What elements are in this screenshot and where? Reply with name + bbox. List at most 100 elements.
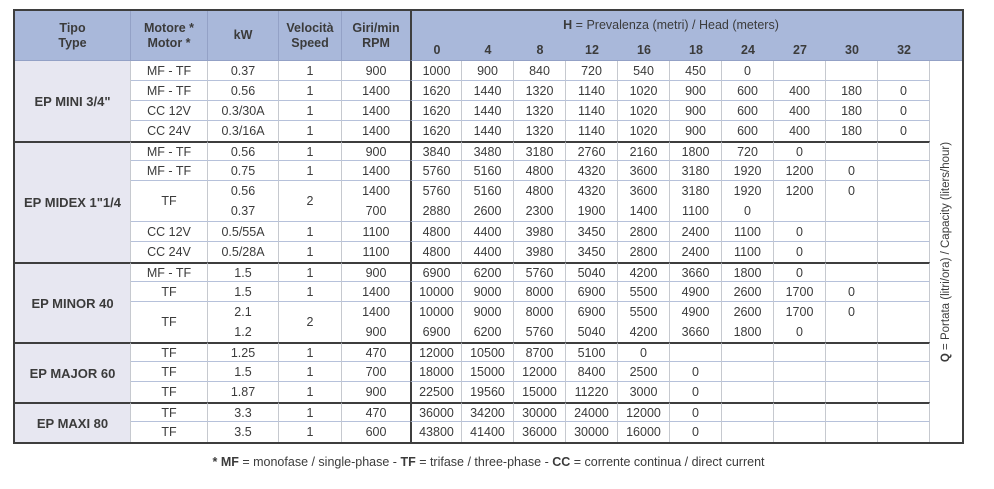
capacity-cell: 1100 [722, 242, 774, 262]
value-line: 4800 [525, 184, 554, 198]
rpm-cell: 900 [342, 141, 410, 161]
capacity-cell [670, 342, 722, 362]
head-value-8: 8 [514, 39, 566, 61]
capacity-cell [878, 342, 931, 362]
motor-cell: TF [131, 362, 208, 382]
capacity-cell: 0 [774, 222, 826, 242]
motor-cell: TF [131, 402, 208, 422]
capacity-cell: 540 [618, 61, 670, 81]
value-line: 1400 [629, 204, 658, 218]
capacity-cell: 5500 [618, 282, 670, 302]
value-line: 1800 [733, 325, 762, 339]
capacity-cell [878, 242, 931, 262]
capacity-cell: 10500 [462, 342, 514, 362]
capacity-cell: 1020 [618, 121, 670, 141]
head-value-32: 32 [878, 39, 931, 61]
capacity-cell: 2800 [618, 222, 670, 242]
kw-cell: 0.3/16A [208, 121, 279, 141]
bold-text: CC [552, 455, 571, 469]
value-line: 0 [848, 305, 855, 319]
header-col-giri: Giri/min RPM [342, 11, 410, 61]
rpm-cell: 900 [365, 385, 387, 399]
value-line: 2300 [525, 204, 554, 218]
capacity-cell: 900 [670, 121, 722, 141]
capacity-cell: 1020 [618, 101, 670, 121]
kw-cell: 0.56 [208, 141, 279, 161]
motor-cell: MF - TF [131, 81, 208, 101]
speed-cell: 1 [279, 222, 342, 242]
capacity-cell: 3980 [514, 242, 566, 262]
capacity-cell [878, 402, 931, 422]
side-label-cell: Q = Portata (litri/ora) / Capacity (lite… [930, 61, 963, 442]
section-label: EP MINOR 40 [15, 262, 131, 342]
capacity-cell: 400 [774, 121, 826, 141]
capacity-cell [826, 262, 878, 282]
value-line: 1920 [733, 184, 762, 198]
capacity-cell [878, 262, 931, 282]
capacity-cell [878, 302, 931, 342]
capacity-cell [826, 362, 878, 382]
header-col-motore: Motore * Motor * [131, 11, 208, 61]
value-line [826, 201, 877, 221]
capacity-cell [722, 422, 774, 442]
capacity-cell [722, 382, 774, 402]
table-row: CC 12V 0.5/55A 1 1100 4800 4400 3980 3450 2800 24… [15, 222, 962, 242]
capacity-cell: 22500 [410, 382, 462, 402]
capacity-cell: 9000 [462, 282, 514, 302]
capacity-cell: 0 [670, 382, 722, 402]
head-value-4: 4 [462, 39, 514, 61]
capacity-cell: 1920 [722, 161, 774, 181]
table-row: CC 24V 0.3/16A 1 1400 1620 1440 1320 1140 1020 90… [15, 121, 962, 141]
value-line [878, 201, 929, 221]
capacity-cell: 3450 [566, 222, 618, 242]
head-value-24: 24 [722, 39, 774, 61]
capacity-cell [826, 382, 878, 402]
capacity-cell: 4900 [670, 282, 722, 302]
motor-cell: CC 24V [131, 242, 208, 262]
value-line [878, 322, 929, 342]
bold-text: H [563, 18, 573, 32]
capacity-cell: 8000 [514, 282, 566, 302]
rpm-cell: 600 [365, 425, 387, 439]
capacity-cell: 900 [670, 81, 722, 101]
kw-cell: 0.3/30A [208, 101, 279, 121]
value-line: 2600 [733, 305, 762, 319]
speed-cell: 1 [279, 422, 342, 442]
plain-text: = Prevalenza (metri) / Head (meters) [572, 18, 779, 32]
kw-cell: 0.5/55A [208, 222, 279, 242]
value-line: 3600 [629, 184, 658, 198]
kw-cell: 0.75 [208, 161, 279, 181]
capacity-cell: 3600 1400 [618, 181, 670, 222]
table-row: MF - TF 0.56 1 1400 1620 1440 1320 1140 1020 900 6… [15, 81, 962, 101]
header-line: kW [233, 28, 253, 42]
speed-cell: 1 [279, 262, 342, 282]
capacity-cell: 2800 [618, 242, 670, 262]
value-line: 1900 [577, 204, 606, 218]
capacity-cell: 1620 [410, 81, 462, 101]
plain-text: = monofase / single-phase - [238, 455, 401, 469]
section-label: EP MIDEX 1"1/4 [15, 141, 131, 262]
table-row: CC 12V 0.3/30A 1 1400 1620 1440 1320 1140 1020 90… [15, 101, 962, 121]
speed-cell: 1 [279, 101, 342, 121]
capacity-cell: 1020 [618, 81, 670, 101]
table-row: MF - TF 0.75 1 1400 5760 5160 4800 4320 3600 3180… [15, 161, 962, 181]
capacity-cell: 2400 [670, 242, 722, 262]
capacity-cell: 1620 [410, 101, 462, 121]
capacity-cell: 2500 [618, 362, 670, 382]
capacity-cell: 180 [826, 121, 878, 141]
capacity-cell: 1140 [566, 81, 618, 101]
capacity-cell: 3000 [618, 382, 670, 402]
capacity-cell: 1000 [410, 61, 462, 81]
capacity-cell [774, 342, 826, 362]
rpm-cell: 1400 [342, 81, 410, 101]
value-line [878, 181, 929, 201]
table-row: TF 2.1 1.2 2 1400 900 10000 6900 9000 6200 8000 576… [15, 302, 962, 342]
capacity-cell: 180 [826, 81, 878, 101]
capacity-cell: 10000 6900 [410, 302, 462, 342]
capacity-cell [826, 342, 878, 362]
capacity-cell: 34200 [462, 402, 514, 422]
motor-cell: MF - TF [131, 262, 208, 282]
bold-text: Q [940, 352, 953, 362]
capacity-cell: 5760 [410, 161, 462, 181]
capacity-cell: 0 [826, 161, 878, 181]
